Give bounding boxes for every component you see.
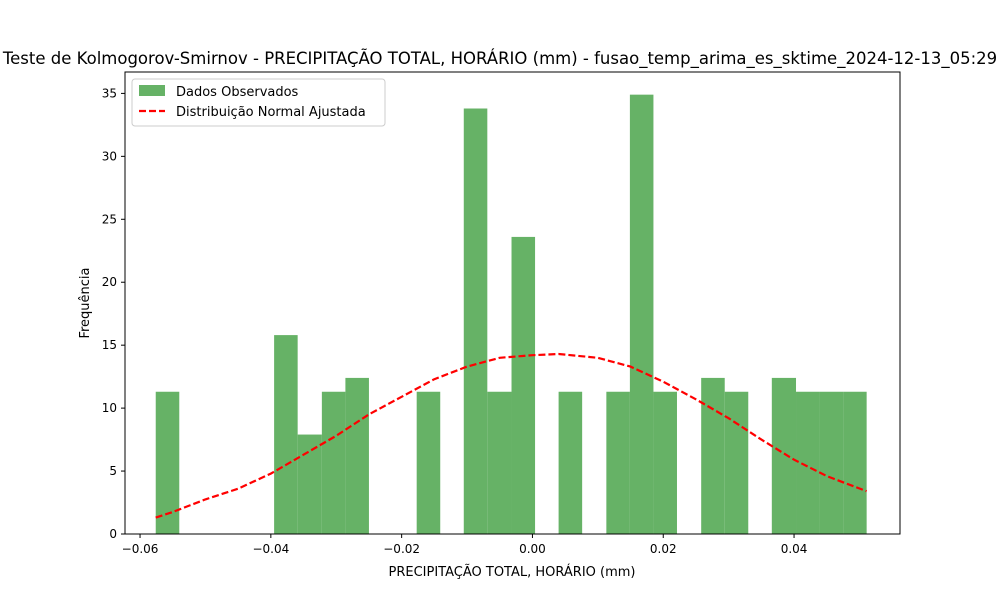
y-tick-label: 15 bbox=[102, 338, 117, 352]
histogram-bar bbox=[701, 377, 725, 534]
histogram-bar bbox=[274, 335, 298, 534]
x-tick-label: 0.02 bbox=[650, 542, 677, 556]
histogram-bar bbox=[771, 377, 797, 534]
legend-label-histogram: Dados Observados bbox=[176, 85, 299, 100]
fit-curve-group bbox=[155, 352, 867, 519]
x-tick-label: 0.04 bbox=[781, 542, 808, 556]
y-tick-label: 35 bbox=[102, 86, 117, 100]
histogram-bar bbox=[155, 391, 180, 534]
y-tick-label: 5 bbox=[109, 464, 117, 478]
fit-curve bbox=[155, 352, 867, 519]
chart-title: Teste de Kolmogorov-Smirnov - PRECIPITAÇ… bbox=[2, 49, 997, 69]
x-tick-label: −0.06 bbox=[122, 542, 159, 556]
histogram-bars bbox=[155, 94, 867, 535]
y-tick-label: 0 bbox=[109, 527, 117, 541]
histogram-bar bbox=[819, 391, 844, 534]
y-axis-ticks: 0 5 10 15 20 25 30 35 bbox=[102, 86, 125, 541]
histogram-bar bbox=[487, 391, 512, 534]
histogram-bar bbox=[629, 94, 654, 535]
x-axis-label: PRECIPITAÇÃO TOTAL, HORÁRIO (mm) bbox=[389, 564, 636, 580]
histogram-bar bbox=[416, 391, 441, 534]
x-tick-label: 0.00 bbox=[519, 542, 546, 556]
x-tick-label: −0.02 bbox=[383, 542, 420, 556]
histogram-bar bbox=[511, 236, 536, 534]
y-axis-label: Frequência bbox=[78, 267, 93, 338]
legend-label-fit: Distribuição Normal Ajustada bbox=[176, 105, 366, 120]
y-tick-label: 10 bbox=[102, 401, 117, 415]
histogram-bar bbox=[796, 391, 820, 534]
legend-swatch-histogram bbox=[139, 85, 165, 96]
y-tick-label: 20 bbox=[102, 275, 117, 289]
x-tick-label: −0.04 bbox=[252, 542, 289, 556]
x-axis-ticks: −0.06 −0.04 −0.02 0.00 0.02 0.04 bbox=[122, 534, 808, 556]
histogram-bar bbox=[463, 108, 488, 535]
histogram-bar bbox=[843, 391, 867, 534]
histogram-bar bbox=[321, 391, 346, 534]
histogram-bar bbox=[606, 391, 630, 534]
y-tick-label: 30 bbox=[102, 149, 117, 163]
histogram-bar bbox=[558, 391, 583, 534]
histogram-bar bbox=[653, 391, 677, 534]
histogram-bar bbox=[345, 377, 369, 534]
legend-frame bbox=[131, 78, 386, 127]
histogram-bar bbox=[724, 391, 749, 534]
y-tick-label: 25 bbox=[102, 212, 117, 226]
plot-frame bbox=[124, 71, 901, 535]
histogram-bar bbox=[297, 434, 322, 534]
legend: Dados Observados Distribuição Normal Aju… bbox=[131, 78, 386, 127]
